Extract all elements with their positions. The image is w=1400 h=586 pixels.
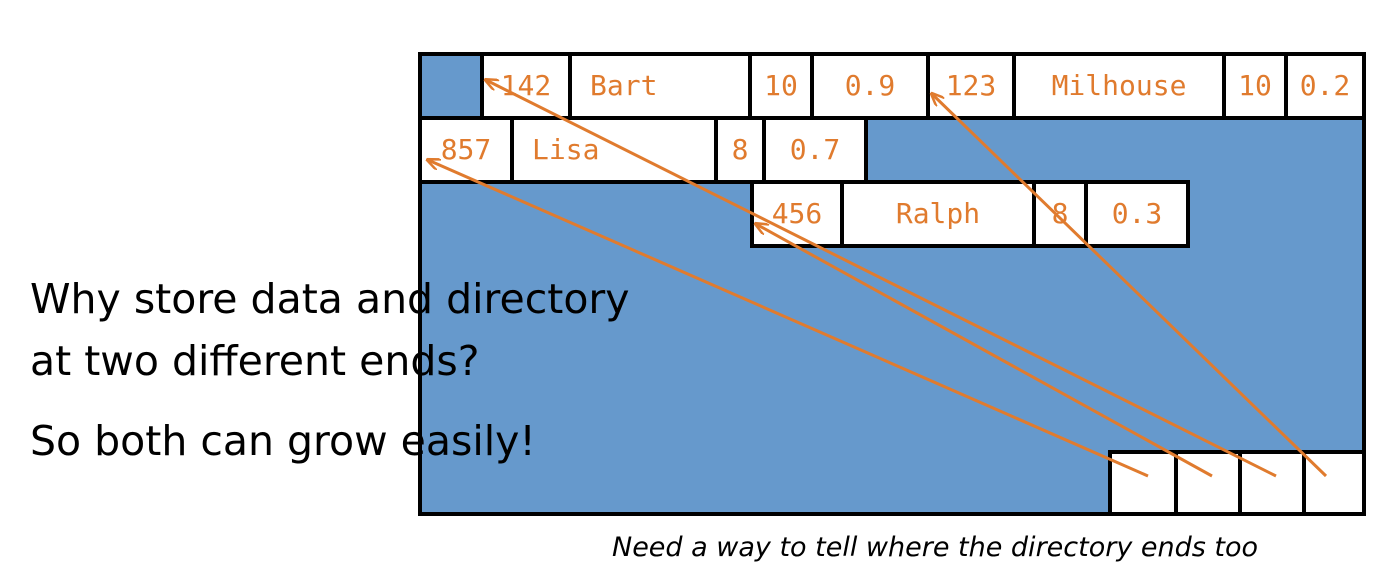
record-857-id: 857 — [418, 116, 514, 184]
record-456-score: 0.3 — [1084, 180, 1190, 248]
free-space-header — [422, 56, 480, 116]
record-123-name: Milhouse — [1012, 52, 1226, 120]
directory-slot-2 — [1174, 450, 1242, 516]
record-456-id: 456 — [750, 180, 844, 248]
record-123-id: 123 — [926, 52, 1016, 120]
question-line-2: at two different ends? — [30, 337, 480, 385]
record-142-score: 0.9 — [810, 52, 930, 120]
footnote: Need a way to tell where the directory e… — [612, 532, 1259, 563]
record-123-num: 10 — [1222, 52, 1288, 120]
directory-slot-1 — [1108, 450, 1178, 516]
record-456-name: Ralph — [840, 180, 1036, 248]
question-line-1: Why store data and directory — [30, 275, 630, 323]
record-456-num: 8 — [1032, 180, 1088, 248]
record-857-name: Lisa — [510, 116, 718, 184]
record-142-num: 10 — [748, 52, 814, 120]
directory-slot-4 — [1302, 450, 1366, 516]
record-142-id: 142 — [480, 52, 572, 120]
record-857-score: 0.7 — [762, 116, 868, 184]
directory-slot-3 — [1238, 450, 1306, 516]
record-123-score: 0.2 — [1284, 52, 1366, 120]
record-857-num: 8 — [714, 116, 766, 184]
record-142-name: Bart — [568, 52, 752, 120]
answer-text: So both can grow easily! — [30, 417, 536, 465]
question-text: Why store data and directory at two diff… — [30, 268, 690, 392]
